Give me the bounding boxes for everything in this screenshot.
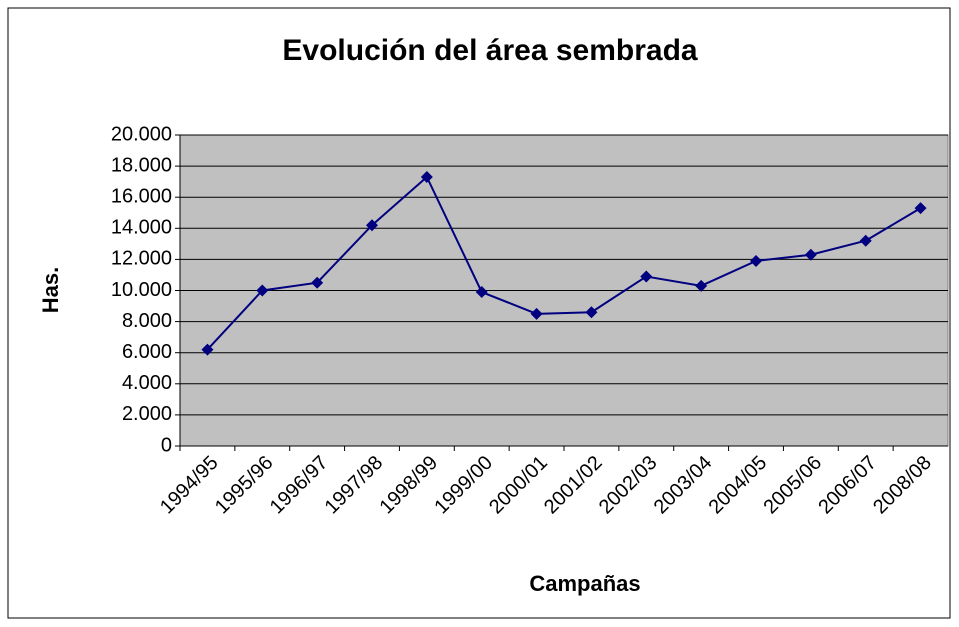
data-point bbox=[311, 276, 324, 289]
y-tick-label: 14.000 bbox=[111, 217, 172, 239]
data-point bbox=[475, 286, 488, 299]
data-point bbox=[914, 202, 927, 215]
y-tick-label: 16.000 bbox=[111, 185, 172, 207]
data-point bbox=[859, 234, 872, 247]
y-tick-label: 6.000 bbox=[122, 341, 172, 363]
y-tick-label: 2.000 bbox=[122, 403, 172, 425]
y-tick-label: 0 bbox=[161, 434, 172, 456]
y-tick-label: 4.000 bbox=[122, 372, 172, 394]
chart-title: Evolución del área sembrada bbox=[282, 34, 697, 67]
data-point bbox=[420, 170, 433, 183]
data-point bbox=[366, 219, 378, 232]
y-tick-label: 20.000 bbox=[111, 123, 172, 145]
series-line bbox=[206, 175, 922, 351]
y-axis-label: Has. bbox=[38, 267, 63, 313]
data-point bbox=[256, 284, 269, 297]
x-axis-label: Campañas bbox=[529, 571, 640, 596]
data-point bbox=[201, 343, 214, 356]
data-point bbox=[585, 306, 598, 319]
y-tick-label: 18.000 bbox=[111, 154, 172, 176]
data-point bbox=[695, 279, 708, 292]
data-point bbox=[750, 254, 762, 267]
y-tick-label: 8.000 bbox=[122, 310, 172, 332]
y-tick-label: 12.000 bbox=[111, 248, 172, 270]
y-tick-label: 10.000 bbox=[111, 279, 172, 301]
data-point bbox=[530, 307, 543, 320]
data-point bbox=[640, 270, 653, 283]
data-point bbox=[804, 248, 817, 261]
